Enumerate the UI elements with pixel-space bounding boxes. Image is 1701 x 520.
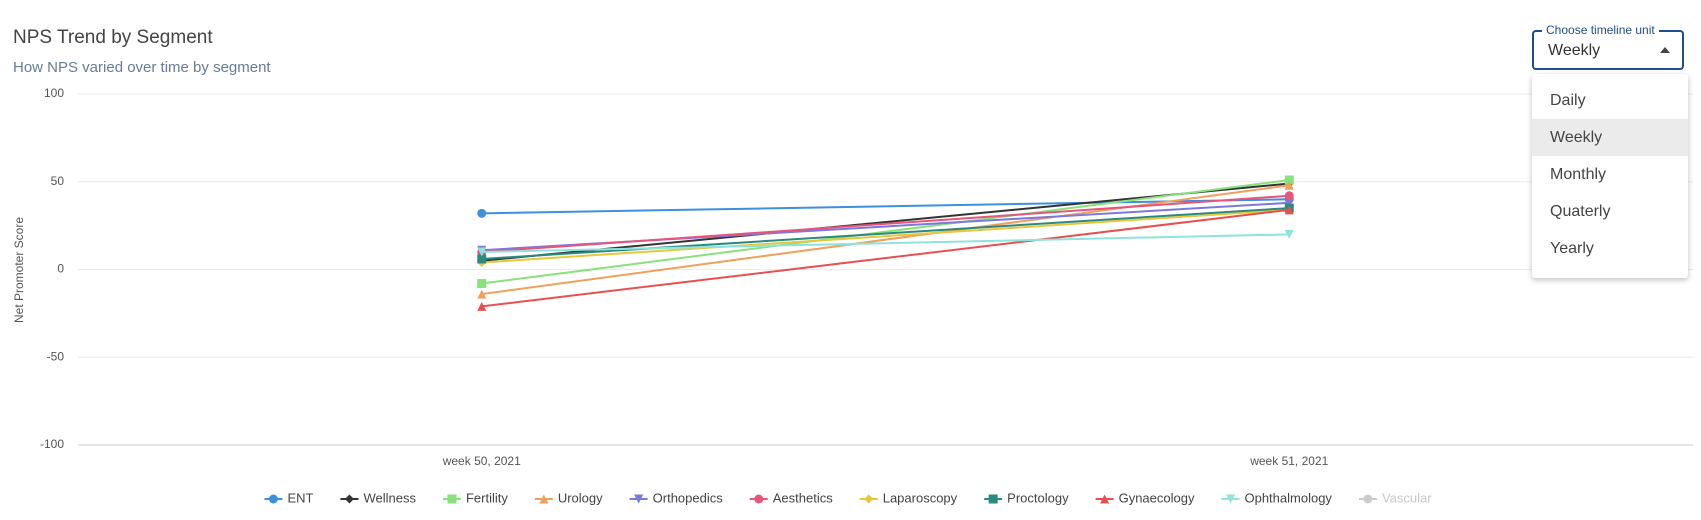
x-tick-label: week 50, 2021 (442, 454, 521, 468)
marker (1284, 175, 1294, 185)
marker (477, 247, 487, 257)
legend-item[interactable]: ENT (264, 490, 313, 505)
select-arrow (1660, 47, 1670, 53)
legend-item[interactable]: Urology (534, 490, 603, 505)
timeline-select[interactable]: Choose timeline unit Weekly (1532, 23, 1684, 70)
marker (988, 494, 998, 504)
legend-item[interactable]: Ophthalmology (1221, 490, 1332, 505)
marker (268, 494, 278, 504)
legend-label: Laparoscopy (883, 490, 958, 505)
legend: ENT Wellness Fertility Urology Orthopedics Ae… (264, 490, 1432, 505)
marker (447, 494, 457, 504)
y-tick-label: -100 (40, 437, 64, 451)
select-option[interactable]: Monthly (1550, 166, 1607, 183)
legend-label: Ophthalmology (1244, 490, 1332, 505)
marker (864, 494, 874, 504)
select-menu: Daily Weekly Monthly Quaterly Yearly (1532, 74, 1688, 278)
marker (477, 289, 487, 299)
select-label: Choose timeline unit (1542, 23, 1659, 37)
marker (1284, 198, 1294, 208)
marker (634, 494, 644, 504)
legend-label: Urology (558, 490, 603, 505)
legend-item[interactable]: Orthopedics (629, 490, 724, 505)
series-line (481, 233, 1290, 253)
series-line (481, 207, 1290, 260)
marker (1284, 229, 1294, 239)
marker (1284, 180, 1294, 190)
y-axis-title: Net Promoter Score (12, 217, 26, 323)
legend-label: Gynaecology (1119, 490, 1195, 505)
series-line (481, 184, 1290, 296)
legend-label: Vascular (1382, 490, 1432, 505)
select-option[interactable]: Yearly (1550, 240, 1594, 257)
select-option[interactable]: Weekly (1532, 119, 1688, 156)
legend-label: Fertility (466, 490, 508, 505)
legend-label: Proctology (1007, 490, 1069, 505)
legend-label: Wellness (363, 490, 416, 505)
y-tick-label: 50 (51, 174, 65, 188)
legend-label: Aesthetics (773, 490, 833, 505)
select-option[interactable]: Quaterly (1550, 203, 1611, 220)
y-tick-label: 100 (44, 86, 64, 100)
legend-item[interactable]: Fertility (442, 490, 508, 505)
series-line (481, 198, 1290, 215)
series-line (481, 208, 1290, 308)
y-tick-label: -50 (47, 349, 65, 363)
marker (1284, 205, 1294, 215)
chart-subtitle: How NPS varied over time by segment (13, 59, 271, 76)
legend-item[interactable]: Laparoscopy (859, 490, 958, 505)
select-option[interactable]: Daily (1550, 92, 1586, 109)
marker (477, 301, 487, 311)
marker (344, 494, 354, 504)
marker (539, 494, 549, 504)
marker (1225, 494, 1235, 504)
legend-label: ENT (287, 490, 313, 505)
legend-item[interactable]: Aesthetics (749, 490, 833, 505)
x-tick-label: week 51, 2021 (1249, 454, 1328, 468)
series-line (481, 194, 1290, 253)
marker (477, 279, 487, 289)
marker (477, 254, 487, 264)
legend-item[interactable]: Vascular (1358, 490, 1432, 505)
select-value: Weekly (1548, 42, 1601, 59)
legend-item[interactable]: Proctology (984, 490, 1069, 505)
marker (1100, 494, 1110, 504)
marker (754, 494, 764, 504)
chart-title: NPS Trend by Segment (13, 27, 213, 48)
marker (1363, 494, 1373, 504)
y-tick-label: 0 (57, 262, 64, 276)
marker (1284, 191, 1294, 201)
series-line (481, 179, 1290, 285)
series-line (481, 208, 1290, 264)
legend-item[interactable]: Wellness (340, 490, 416, 505)
marker (477, 208, 487, 218)
legend-item[interactable]: Gynaecology (1095, 490, 1195, 505)
legend-label: Orthopedics (653, 490, 724, 505)
